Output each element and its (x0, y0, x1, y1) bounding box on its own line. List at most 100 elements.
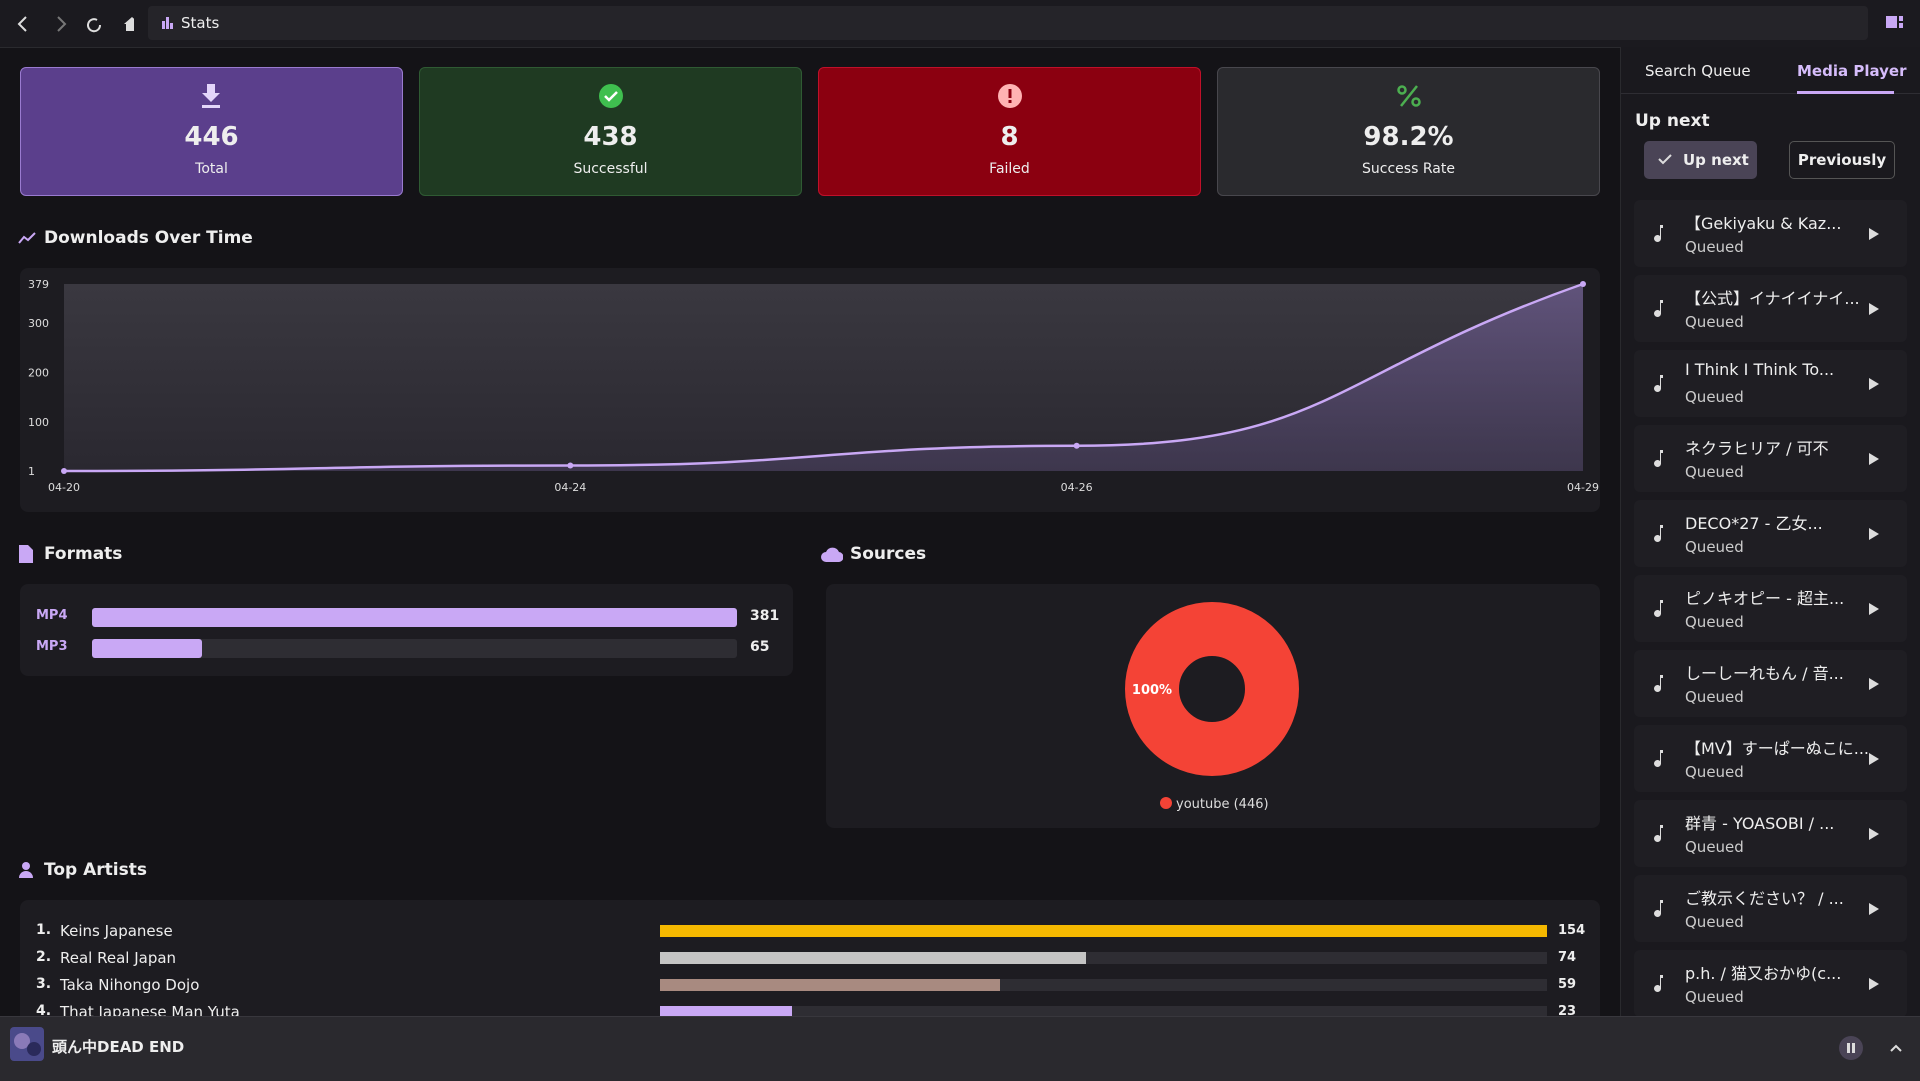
play-icon (1869, 528, 1879, 540)
queue-title: ネクラヒリア / 可不 (1685, 439, 1829, 458)
play-icon (1869, 378, 1879, 390)
queue-item[interactable]: p.h. / 猫又おかゆ(c... Queued (1634, 950, 1907, 1017)
play-icon (1869, 828, 1879, 840)
queue-item[interactable]: ピノキオピー - 超主... Queued (1634, 575, 1907, 642)
pie-slice (1125, 602, 1299, 776)
section-title: Formats (44, 544, 123, 564)
bar (660, 979, 1000, 991)
point (61, 468, 67, 474)
queue-item[interactable]: 群青 - YOASOBI / ... Queued (1634, 800, 1907, 867)
queue-status: Queued (1685, 838, 1744, 856)
address-bar[interactable]: Stats (148, 6, 1868, 40)
formats-panel: MP4 381 MP3 65 (20, 584, 793, 676)
bar-value: 65 (750, 639, 770, 655)
queue-status: Queued (1685, 988, 1744, 1006)
bar-value: 59 (1558, 977, 1577, 992)
play-shape (1869, 303, 1879, 315)
queue-item[interactable]: ネクラヒリア / 可不 Queued (1634, 425, 1907, 492)
play-shape (1869, 978, 1879, 990)
queue-status: Queued (1685, 238, 1744, 256)
point (567, 462, 574, 469)
queue-title: 【MV】すーぱーぬこに... (1685, 739, 1870, 758)
note-icon (1654, 450, 1663, 467)
y-tick-label: 100 (28, 416, 49, 429)
button[interactable]: Up next (1644, 141, 1757, 179)
x-tick-label: 04-24 (554, 481, 586, 494)
queue-status: Queued (1685, 613, 1744, 631)
play-shape (1869, 528, 1879, 540)
file-icon (19, 545, 33, 563)
queue-item[interactable]: 【MV】すーぱーぬこに... Queued (1634, 725, 1907, 792)
point (1580, 281, 1586, 287)
button-label: Previously (1797, 151, 1887, 169)
bar-track (92, 639, 737, 658)
note-icon (1654, 900, 1663, 917)
queue-title: p.h. / 猫又おかゆ(c... (1685, 964, 1842, 983)
slice-label: 100% (1132, 683, 1172, 698)
note-icon (1654, 525, 1663, 542)
queue-title: ご教示ください？ / ... (1685, 889, 1844, 908)
queue-title: ピノキオピー - 超主... (1685, 589, 1845, 608)
queue-status: Queued (1685, 388, 1744, 406)
queue-status: Queued (1685, 538, 1744, 556)
bar-value: 154 (1558, 923, 1586, 938)
stats-icon (162, 17, 173, 29)
line-chart: 1 100 200 300 379 04-20 04-24 04-26 04-29 (28, 278, 1599, 494)
rank: 4. (36, 1003, 52, 1019)
stat-card: 446 Total (20, 67, 403, 196)
section-title: Downloads Over Time (44, 228, 253, 248)
track-title: 頭ん中DEAD END (52, 1038, 185, 1056)
nav-icons[interactable] (14, 14, 134, 34)
play-shape (1869, 603, 1879, 615)
note-icon (1654, 600, 1663, 617)
note-icon (1654, 675, 1663, 692)
note-shape (1654, 375, 1663, 392)
bar (660, 1006, 793, 1018)
play-icon (1869, 228, 1879, 240)
queue-title: DECO*27 - 乙女... (1685, 514, 1823, 533)
button-label: Up next (1683, 151, 1749, 169)
x-tick-label: 04-26 (1061, 481, 1093, 494)
queue-title: 【公式】イナイイナイ... (1685, 289, 1860, 308)
note-shape (1654, 675, 1663, 692)
note-shape (1654, 825, 1663, 842)
queue-status: Queued (1685, 313, 1744, 331)
x-tick-label: 04-20 (48, 481, 80, 494)
queue-item[interactable]: DECO*27 - 乙女... Queued (1634, 500, 1907, 567)
queue-item[interactable]: 【公式】イナイイナイ... Queued (1634, 275, 1907, 342)
queue-title: 【Gekiyaku & Kaz... (1685, 214, 1842, 233)
sidebar-toggle[interactable] (1886, 15, 1904, 31)
legend-label: youtube (446) (1176, 797, 1269, 812)
tab-active[interactable]: Media Player (1797, 62, 1907, 80)
play-shape (1869, 678, 1879, 690)
button[interactable]: Previously (1789, 141, 1895, 179)
play-shape (1869, 453, 1879, 465)
check-mark (1658, 154, 1672, 165)
stat-label: Failed (989, 161, 1030, 177)
stat-label: Total (195, 161, 228, 177)
legend-swatch (1160, 797, 1172, 809)
album-art (10, 1027, 44, 1061)
queue-title: I Think I Think To... (1685, 360, 1835, 379)
alert-icon (998, 84, 1022, 108)
queue-item[interactable]: 【Gekiyaku & Kaz... Queued (1634, 200, 1907, 267)
y-tick-label: 300 (28, 317, 49, 330)
tab[interactable]: Search Queue (1645, 62, 1751, 80)
note-shape (1654, 225, 1663, 242)
queue-status: Queued (1685, 763, 1744, 781)
bar (660, 952, 1087, 964)
bar-value: 381 (750, 608, 780, 624)
rank: 3. (36, 976, 52, 992)
queue-status: Queued (1685, 688, 1744, 706)
stat-value: 8 (1000, 122, 1019, 152)
player-controls[interactable] (1838, 1033, 1908, 1063)
download-icon (202, 84, 220, 108)
queue-item[interactable]: I Think I Think To... Queued (1634, 350, 1907, 417)
bar-value: 23 (1558, 1004, 1577, 1019)
x-tick-label: 04-29 (1567, 481, 1599, 494)
play-icon (1869, 678, 1879, 690)
queue-item[interactable]: ご教示ください？ / ... Queued (1634, 875, 1907, 942)
queue-item[interactable]: しーしーれもん / 音... Queued (1634, 650, 1907, 717)
note-icon (1654, 825, 1663, 842)
play-icon (1869, 978, 1879, 990)
